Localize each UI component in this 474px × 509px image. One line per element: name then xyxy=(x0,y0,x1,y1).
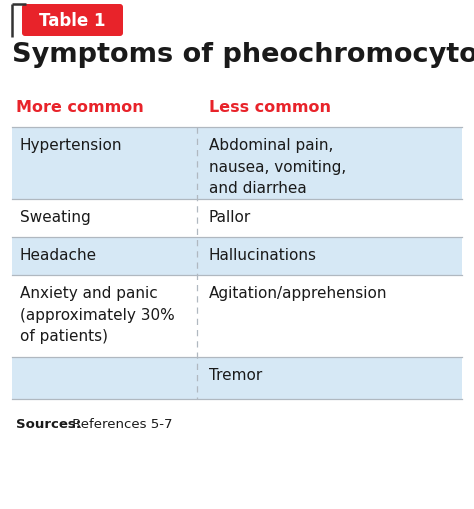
Text: More common: More common xyxy=(16,100,144,115)
Text: Tremor: Tremor xyxy=(209,367,262,382)
Text: Sweating: Sweating xyxy=(20,210,91,224)
Text: Sources:: Sources: xyxy=(16,417,81,430)
Bar xyxy=(12,200,462,238)
Text: Abdominal pain,
nausea, vomiting,
and diarrhea: Abdominal pain, nausea, vomiting, and di… xyxy=(209,138,346,196)
Text: Pallor: Pallor xyxy=(209,210,251,224)
Text: Less common: Less common xyxy=(209,100,331,115)
Text: Agitation/apprehension: Agitation/apprehension xyxy=(209,286,387,300)
Text: References 5-7: References 5-7 xyxy=(68,417,173,430)
Text: Symptoms of pheochromocytoma: Symptoms of pheochromocytoma xyxy=(12,42,474,68)
Bar xyxy=(12,357,462,399)
FancyBboxPatch shape xyxy=(22,5,123,37)
Bar xyxy=(12,128,462,200)
Text: Table 1: Table 1 xyxy=(39,12,106,30)
Bar xyxy=(12,238,462,275)
Text: Anxiety and panic
(approximately 30%
of patients): Anxiety and panic (approximately 30% of … xyxy=(20,286,175,344)
Bar xyxy=(12,275,462,357)
Text: Hallucinations: Hallucinations xyxy=(209,247,317,263)
Text: Headache: Headache xyxy=(20,247,97,263)
Text: Hypertension: Hypertension xyxy=(20,138,122,153)
